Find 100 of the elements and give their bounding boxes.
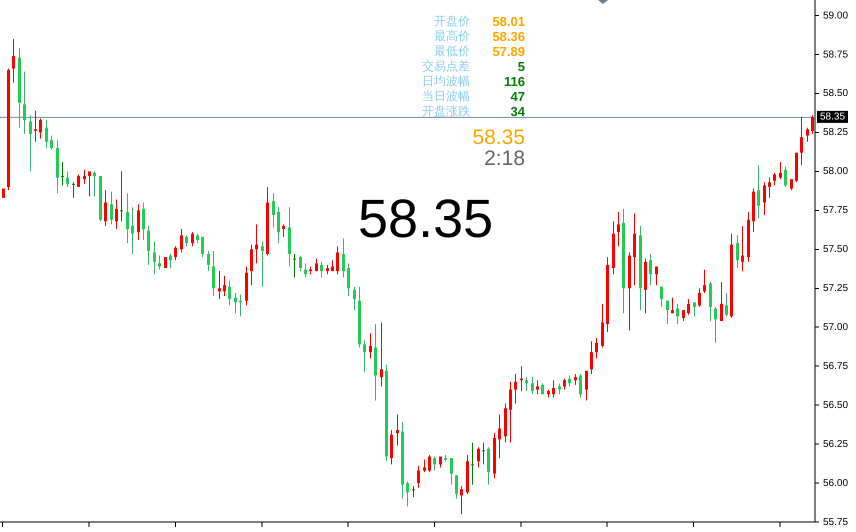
candlestick xyxy=(347,262,350,297)
candlestick xyxy=(45,119,48,149)
candlestick xyxy=(223,275,226,297)
candlestick xyxy=(698,288,701,308)
candlestick xyxy=(811,114,814,135)
candlestick xyxy=(115,198,118,230)
candlestick xyxy=(272,192,275,228)
annotation: 交易点差 xyxy=(422,59,470,73)
candlestick xyxy=(525,376,528,392)
candlestick xyxy=(687,298,690,316)
y-tick-label: 58.00 xyxy=(822,166,848,178)
candlestick xyxy=(714,306,717,344)
annotation: 47 xyxy=(510,89,525,104)
y-tick-label: 56.00 xyxy=(822,478,848,489)
candlestick xyxy=(531,376,534,395)
candlestick xyxy=(380,322,383,387)
y-tick-label: 56.75 xyxy=(822,360,848,372)
candlestick xyxy=(568,375,571,387)
candlestick xyxy=(428,454,431,473)
candlestick xyxy=(471,442,474,486)
annotation: 开盘价 xyxy=(434,14,470,28)
annotation: 5 xyxy=(518,59,525,74)
candlestick xyxy=(396,414,399,446)
candlestick xyxy=(649,253,652,286)
candlestick xyxy=(579,373,582,398)
candlestick xyxy=(88,170,91,197)
y-tick-label: 59.00 xyxy=(822,10,848,22)
candlestick xyxy=(460,486,463,515)
candlestick xyxy=(147,225,150,266)
candlestick xyxy=(779,162,782,180)
candlestick xyxy=(342,238,345,278)
candlestick xyxy=(655,266,658,286)
ref-line-label: 58.35 xyxy=(820,112,846,123)
candlestick xyxy=(212,250,215,297)
candlestick xyxy=(255,224,258,264)
annotation: 开盘涨跌 xyxy=(422,104,470,118)
candlestick xyxy=(601,303,604,348)
candlestick xyxy=(741,225,744,272)
candlestick xyxy=(595,338,598,359)
candlestick xyxy=(137,204,140,240)
candlestick xyxy=(757,164,760,219)
candlestick xyxy=(228,280,231,306)
candlestick xyxy=(660,286,663,308)
candlestick xyxy=(509,381,512,444)
annotation: 最高价 xyxy=(434,29,470,43)
y-tick-label: 57.50 xyxy=(822,244,848,256)
candlestick xyxy=(498,414,501,459)
candlestick xyxy=(682,310,685,322)
candlestick xyxy=(574,373,577,386)
candlestick xyxy=(590,340,593,374)
candlestick xyxy=(482,442,485,465)
candlestick xyxy=(353,286,356,311)
candlestick xyxy=(180,228,183,253)
candlestick xyxy=(709,282,712,322)
candlestick xyxy=(104,190,107,226)
candlestick xyxy=(72,182,75,198)
candlestick xyxy=(282,224,285,238)
y-tick-label: 57.75 xyxy=(822,205,848,216)
annotation: 58.35 xyxy=(472,126,525,149)
candlestick xyxy=(390,430,393,465)
candlestick xyxy=(201,236,204,258)
candlestick xyxy=(77,174,80,188)
candlestick xyxy=(218,270,221,300)
candlestick xyxy=(293,253,296,278)
candlestick xyxy=(703,269,706,294)
y-tick-label: 57.25 xyxy=(822,283,848,294)
candlestick xyxy=(406,480,409,507)
candlestick xyxy=(563,378,566,390)
y-tick-label: 55.75 xyxy=(822,516,848,528)
candlestick xyxy=(320,261,323,278)
candlestick xyxy=(725,292,728,317)
candlestick xyxy=(142,202,145,240)
candlestick xyxy=(768,177,771,198)
candlestick xyxy=(169,253,172,269)
candlestick xyxy=(50,135,53,150)
candlestick xyxy=(417,465,420,488)
candlestick xyxy=(487,446,490,486)
candlestick xyxy=(773,172,776,186)
candlestick xyxy=(120,170,123,222)
annotation: 58.01 xyxy=(492,14,525,29)
candlestick xyxy=(23,71,26,135)
annotation: 116 xyxy=(504,74,525,89)
candlestick xyxy=(800,116,803,166)
candlestick xyxy=(676,303,679,325)
candlestick xyxy=(126,192,129,244)
candlestick xyxy=(763,182,766,216)
annotation: 57.89 xyxy=(492,44,525,59)
candlestick xyxy=(806,127,809,142)
candlestick xyxy=(633,212,636,286)
y-tick-label: 58.50 xyxy=(822,88,848,100)
candlestick xyxy=(185,234,188,247)
candlestick xyxy=(34,110,37,142)
candlestick xyxy=(250,244,253,286)
candlestick xyxy=(153,241,156,275)
candlestick xyxy=(304,262,307,278)
candlestick xyxy=(158,255,161,270)
y-tick-label: 58.25 xyxy=(822,127,848,138)
candlestick xyxy=(66,170,69,188)
annotation: 34 xyxy=(510,104,525,119)
candlestick xyxy=(29,114,32,172)
